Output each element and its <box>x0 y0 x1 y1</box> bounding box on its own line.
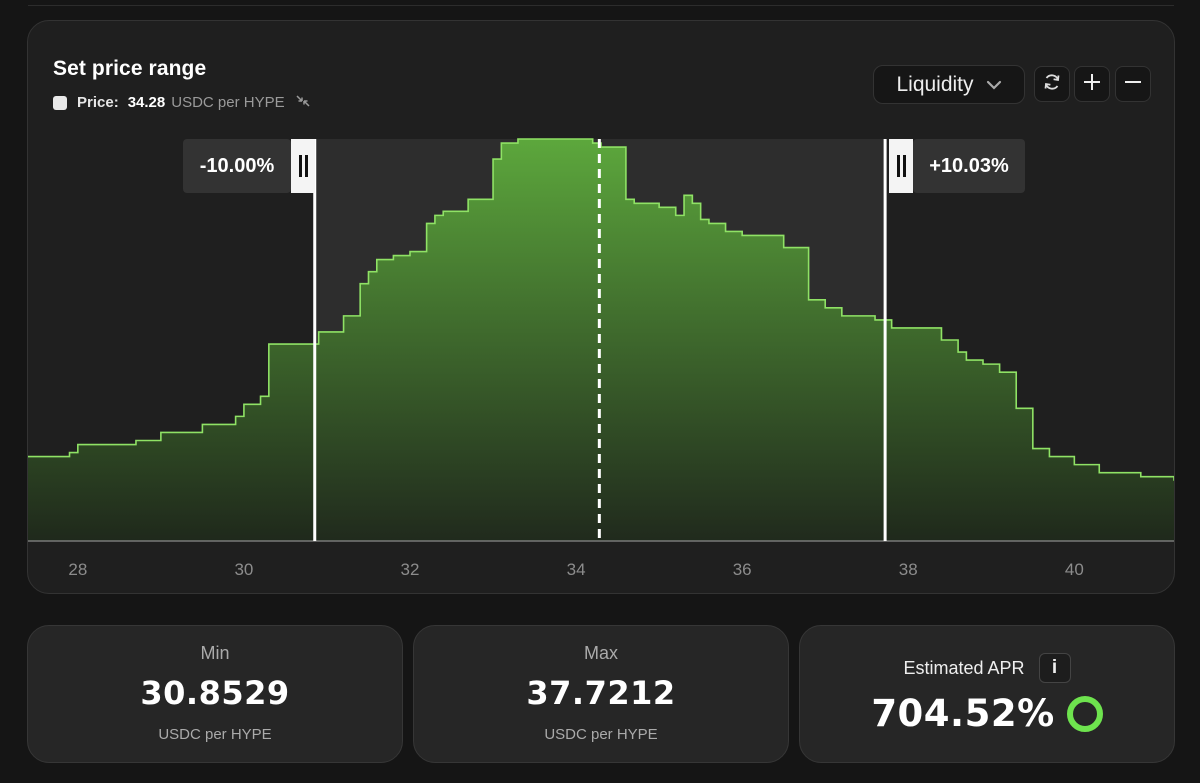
plus-icon <box>1083 73 1101 96</box>
apr-title-row: Estimated APR i <box>800 653 1174 683</box>
current-price-row: Price: 34.28 USDC per HYPE <box>53 94 311 111</box>
lower-percent-text: -10.00% <box>199 154 275 177</box>
price-value: 34.28 <box>127 94 166 111</box>
upper-range-handle[interactable] <box>889 139 913 193</box>
refresh-icon <box>1042 72 1062 97</box>
grip-bar <box>902 155 906 177</box>
x-tick-label: 28 <box>68 560 87 579</box>
grip-bar <box>304 155 308 177</box>
lower-range-handle[interactable] <box>291 139 315 193</box>
estimated-apr-card: Estimated APR i 704.52% <box>799 625 1175 763</box>
x-tick-label: 40 <box>1065 560 1084 579</box>
dropdown-label: Liquidity <box>896 72 974 96</box>
zoom-out-button[interactable] <box>1115 66 1151 102</box>
price-label: Price: <box>77 94 119 111</box>
min-unit: USDC per HYPE <box>158 726 272 743</box>
price-legend-swatch[interactable] <box>53 95 67 110</box>
max-value[interactable]: 37.7212 <box>526 674 676 712</box>
refresh-button[interactable] <box>1034 66 1070 102</box>
price-range-panel: 28 30 32 34 36 38 40 Set price range Price: 34… <box>27 20 1175 594</box>
x-tick-label: 36 <box>733 560 752 579</box>
price-unit: USDC per HYPE <box>171 94 285 111</box>
swap-arrows-icon[interactable] <box>295 94 311 111</box>
x-tick-label: 34 <box>567 560 586 579</box>
upper-percent-text: +10.03% <box>929 154 1009 177</box>
max-unit: USDC per HYPE <box>544 726 658 743</box>
minus-icon <box>1124 73 1142 96</box>
max-label: Max <box>583 643 618 663</box>
top-divider <box>28 0 1174 6</box>
liquidity-chart[interactable]: 28 30 32 34 36 38 40 <box>28 21 1174 593</box>
max-price-card[interactable]: Max 37.7212 USDC per HYPE <box>413 625 789 763</box>
apr-value: 704.52% <box>871 692 1055 735</box>
chart-mode-dropdown[interactable]: Liquidity <box>873 65 1025 104</box>
apr-value-row: 704.52% <box>800 692 1174 735</box>
min-price-card[interactable]: Min 30.8529 USDC per HYPE <box>27 625 403 763</box>
lower-range-percent: -10.00% <box>183 139 291 193</box>
info-icon[interactable]: i <box>1038 653 1071 683</box>
liquidity-chart-svg[interactable]: 28 30 32 34 36 38 40 <box>28 21 1174 593</box>
x-tick-label: 32 <box>401 560 420 579</box>
min-value[interactable]: 30.8529 <box>140 674 290 712</box>
grip-bar <box>298 155 302 177</box>
x-tick-label: 30 <box>234 560 253 579</box>
chevron-down-icon <box>986 80 1002 90</box>
liquidity-area <box>28 139 1174 541</box>
zoom-in-button[interactable] <box>1074 66 1110 102</box>
status-ring-icon <box>1066 695 1103 732</box>
panel-title: Set price range <box>53 57 207 80</box>
liquidity-line <box>28 138 1174 481</box>
upper-range-percent: +10.03% <box>913 139 1025 193</box>
grip-bar <box>896 155 900 177</box>
apr-label: Estimated APR <box>903 657 1025 678</box>
min-label: Min <box>200 643 230 663</box>
x-tick-label: 38 <box>899 560 918 579</box>
